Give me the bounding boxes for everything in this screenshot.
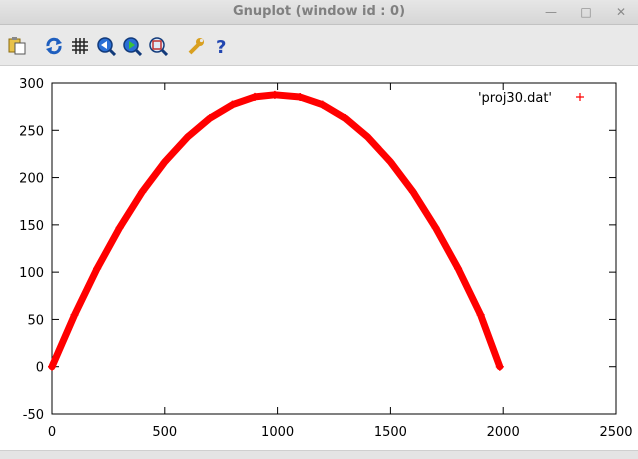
chart-axes: 0 500 1000 1500 2000 2500 -50 0 50 100 150 200 250 30… <box>19 77 632 440</box>
legend-label: 'proj30.dat' <box>478 91 552 106</box>
data-point <box>386 157 395 166</box>
zoom-next-icon[interactable] <box>122 36 143 57</box>
svg-text:?: ? <box>216 37 226 56</box>
data-point <box>138 187 147 196</box>
plot-frame <box>51 82 617 415</box>
x-tick-label: 2500 <box>599 425 632 440</box>
help-icon[interactable]: ? <box>212 36 232 58</box>
data-point <box>93 264 102 273</box>
data-point <box>341 114 350 123</box>
y-tick-label: 300 <box>19 77 44 92</box>
x-tick-label: 500 <box>152 425 177 440</box>
data-point <box>454 264 463 273</box>
y-tick-label: 250 <box>19 124 44 139</box>
data-point <box>363 133 372 142</box>
autoscale-icon[interactable] <box>148 36 169 57</box>
zoom-previous-icon[interactable] <box>96 36 117 57</box>
data-point <box>70 310 79 319</box>
y-tick-label: 200 <box>19 172 44 187</box>
x-tick-label: 1000 <box>261 425 294 440</box>
plot-area[interactable]: 0 500 1000 1500 2000 2500 -50 0 50 100 150 200 250 30… <box>0 66 638 450</box>
legend-marker <box>576 93 584 101</box>
data-point <box>228 100 237 109</box>
window-titlebar[interactable]: Gnuplot (window id : 0) — □ ✕ <box>0 0 638 25</box>
y-tick-label: 150 <box>19 219 44 234</box>
chart-marks <box>48 90 504 371</box>
data-point <box>431 223 440 232</box>
y-tick-label: -50 <box>23 408 44 423</box>
chart-legend: 'proj30.dat' <box>478 91 584 106</box>
statusbar <box>0 450 638 459</box>
chart-svg[interactable]: 0 500 1000 1500 2000 2500 -50 0 50 100 150 200 250 30… <box>0 66 638 450</box>
x-tick-label: 1500 <box>374 425 407 440</box>
close-icon[interactable]: ✕ <box>615 5 627 19</box>
minimize-icon[interactable]: — <box>545 5 557 19</box>
data-point <box>205 114 214 123</box>
data-point <box>408 187 417 196</box>
data-point <box>48 362 56 371</box>
window-title: Gnuplot (window id : 0) <box>232 4 406 19</box>
data-point <box>115 223 124 232</box>
refresh-icon[interactable] <box>44 36 64 56</box>
data-point <box>183 133 192 142</box>
x-tick-label: 0 <box>48 425 56 440</box>
y-tick-label: 0 <box>36 361 44 376</box>
data-point <box>160 157 169 166</box>
data-point <box>251 92 260 101</box>
data-point <box>318 100 327 109</box>
data-point <box>476 310 485 319</box>
wrench-icon[interactable] <box>186 36 206 56</box>
x-tick-label: 2000 <box>487 425 520 440</box>
y-tick-label: 100 <box>19 266 44 281</box>
y-tick-label: 50 <box>27 313 44 328</box>
clipboard-icon[interactable] <box>7 36 27 56</box>
data-point <box>495 362 504 371</box>
data-point <box>296 92 305 101</box>
maximize-icon[interactable]: □ <box>580 5 592 19</box>
toolbar: ? <box>0 25 638 66</box>
grid-icon[interactable] <box>70 36 90 56</box>
data-point <box>270 90 279 99</box>
